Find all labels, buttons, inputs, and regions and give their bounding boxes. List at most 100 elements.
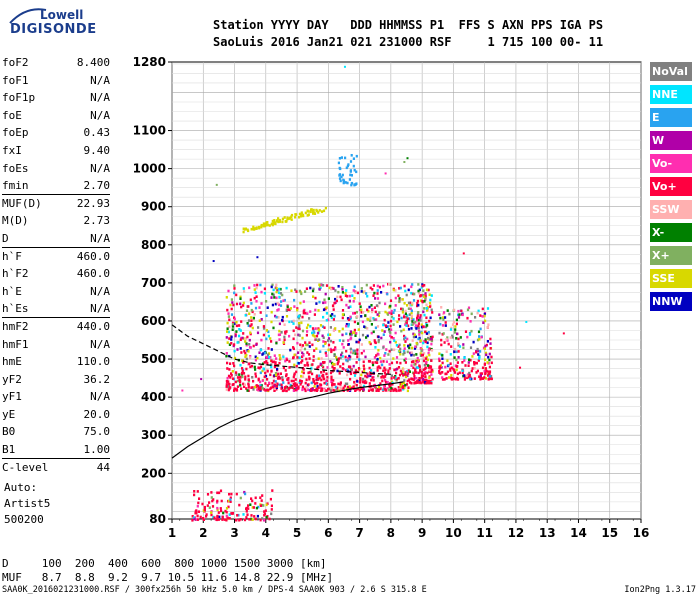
echo-point xyxy=(252,318,255,322)
echo-point xyxy=(227,505,230,509)
echo-point xyxy=(332,287,335,290)
echo-point xyxy=(306,214,309,217)
echo-point xyxy=(215,183,218,186)
echo-point xyxy=(301,336,304,340)
echo-point xyxy=(429,305,432,308)
echo-point xyxy=(294,215,297,219)
echo-point xyxy=(233,349,236,353)
echo-point xyxy=(419,381,422,384)
param-value: N/A xyxy=(90,337,110,351)
echo-point xyxy=(312,355,315,358)
echo-point xyxy=(271,382,274,385)
echo-point xyxy=(255,295,258,298)
echo-point xyxy=(223,518,226,521)
echo-point xyxy=(283,338,286,342)
echo-point xyxy=(367,389,371,392)
echo-point xyxy=(319,286,322,290)
echo-point xyxy=(339,386,342,389)
echo-point xyxy=(453,369,456,372)
echo-point xyxy=(487,372,490,376)
echo-point xyxy=(216,501,219,504)
echo-point xyxy=(300,321,303,325)
echo-point xyxy=(337,360,340,363)
echo-point xyxy=(468,333,472,336)
echo-point xyxy=(396,320,399,324)
echo-point xyxy=(250,323,253,326)
x-tick-label: 5 xyxy=(293,526,301,540)
echo-point xyxy=(332,383,335,386)
echo-point xyxy=(281,389,284,393)
echo-point xyxy=(449,336,452,339)
echo-point xyxy=(312,379,315,383)
echo-point xyxy=(252,388,255,391)
echo-point xyxy=(487,355,490,359)
legend-item-x: X+ xyxy=(650,246,692,265)
echo-point xyxy=(276,302,279,305)
echo-point xyxy=(562,332,565,335)
echo-point xyxy=(228,318,231,322)
echo-point xyxy=(293,372,296,375)
echo-point xyxy=(419,368,422,371)
echo-point xyxy=(417,322,420,325)
echo-point xyxy=(347,318,350,322)
echo-point xyxy=(249,331,252,334)
echo-point xyxy=(325,319,328,322)
echo-point xyxy=(457,337,460,341)
echo-point xyxy=(341,351,344,355)
echo-point xyxy=(230,298,233,301)
echo-point xyxy=(383,330,386,333)
echo-point xyxy=(483,363,486,366)
echo-point xyxy=(441,354,444,357)
echo-point xyxy=(221,518,224,521)
echo-point xyxy=(308,345,311,348)
param-value: N/A xyxy=(90,73,110,87)
echo-point xyxy=(409,381,412,384)
echo-point xyxy=(488,352,491,356)
echo-point xyxy=(294,213,297,216)
echo-point xyxy=(349,317,352,321)
echo-point xyxy=(431,368,434,372)
echo-point xyxy=(327,339,330,342)
echo-point xyxy=(479,376,482,379)
echo-point xyxy=(313,349,316,352)
echo-point xyxy=(346,368,349,371)
echo-point xyxy=(479,350,482,353)
echo-point xyxy=(310,381,313,385)
echo-point xyxy=(244,340,247,343)
echo-point xyxy=(253,284,256,287)
echo-point xyxy=(274,302,277,306)
echo-point xyxy=(416,316,419,320)
echo-point xyxy=(419,339,422,342)
echo-point xyxy=(426,371,429,375)
echo-point xyxy=(329,333,332,336)
echo-point xyxy=(479,314,482,317)
echo-point xyxy=(315,374,319,378)
echo-point xyxy=(407,386,410,389)
echo-point xyxy=(292,347,295,351)
echo-point xyxy=(487,370,490,373)
param-row-ye: yE 20.0 xyxy=(2,406,110,424)
echo-point xyxy=(302,368,305,371)
echo-point xyxy=(390,312,393,315)
echo-point xyxy=(320,210,324,213)
echo-point xyxy=(255,506,258,510)
echo-point xyxy=(258,351,261,354)
echo-point xyxy=(410,309,413,313)
echo-point xyxy=(272,385,275,389)
echo-point xyxy=(338,177,342,180)
auto-line3: 500200 xyxy=(4,513,44,527)
echo-point xyxy=(278,220,281,223)
echo-point xyxy=(360,343,363,346)
echo-point xyxy=(308,317,311,320)
echo-point xyxy=(355,154,358,158)
echo-point xyxy=(340,353,343,357)
echo-point xyxy=(404,340,407,343)
echo-point xyxy=(305,326,309,330)
echo-point xyxy=(377,374,380,378)
echo-point xyxy=(366,334,369,338)
echo-point xyxy=(349,372,353,376)
echo-point xyxy=(311,363,314,366)
echo-point xyxy=(385,360,388,363)
echo-point xyxy=(428,380,431,383)
echo-point xyxy=(422,325,425,328)
